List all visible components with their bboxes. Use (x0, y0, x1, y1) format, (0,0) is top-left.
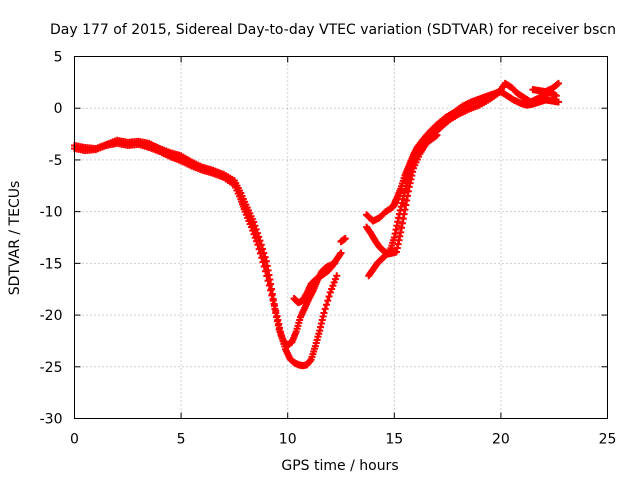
y-tick-label: -10 (40, 205, 63, 221)
data-point (341, 235, 349, 243)
data-point (253, 229, 261, 237)
data-point (261, 253, 269, 261)
x-tick-label: 15 (385, 432, 403, 448)
data-point (552, 92, 560, 100)
plot-frame (74, 56, 608, 419)
y-tick-label: -15 (40, 256, 63, 272)
y-tick-label: -25 (40, 360, 63, 376)
y-tick-label: 0 (54, 101, 63, 117)
y-tick-label: -5 (49, 153, 63, 169)
y-tick-label: -20 (40, 308, 63, 324)
data-point (251, 222, 259, 230)
data-point (323, 301, 331, 309)
data-point (325, 292, 333, 300)
axis-ticks: 0 5 10 15 20 25 -30 -25 -20 -15 -10 -5 0 5 (40, 50, 617, 448)
series-track-h (529, 79, 562, 96)
data-point (259, 245, 267, 253)
series-track-e (363, 88, 562, 225)
data-point (250, 218, 258, 226)
y-tick-label: -30 (40, 412, 63, 428)
x-tick-label: 10 (279, 432, 297, 448)
y-tick-label: 5 (54, 50, 63, 66)
data-point (324, 297, 332, 305)
grid (74, 56, 608, 419)
series-track-g (365, 131, 441, 280)
data-layer (71, 79, 562, 370)
data-point (554, 79, 562, 87)
x-tick-label: 20 (492, 432, 510, 448)
x-tick-label: 0 (70, 432, 79, 448)
data-point (320, 309, 328, 317)
series-track-c (290, 249, 345, 307)
data-point (255, 233, 263, 241)
x-tick-label: 5 (177, 432, 186, 448)
data-point (553, 80, 561, 88)
data-point (256, 237, 264, 245)
data-point (257, 241, 265, 249)
data-point (260, 249, 268, 257)
x-axis-label: GPS time / hours (281, 458, 398, 474)
x-tick-label: 25 (599, 432, 617, 448)
data-point (333, 272, 341, 280)
data-point (554, 98, 562, 106)
series-track-b (71, 136, 339, 349)
data-point (337, 249, 345, 257)
data-point (433, 131, 441, 139)
data-point (250, 230, 258, 238)
data-point (252, 225, 260, 233)
data-point (249, 227, 257, 235)
data-point (321, 305, 329, 313)
series-track-d (337, 235, 349, 246)
series-track-a (71, 139, 341, 370)
chart-title: Day 177 of 2015, Sidereal Day-to-day VTE… (50, 22, 616, 38)
y-axis-label: SDTVAR / TECUs (7, 181, 23, 296)
